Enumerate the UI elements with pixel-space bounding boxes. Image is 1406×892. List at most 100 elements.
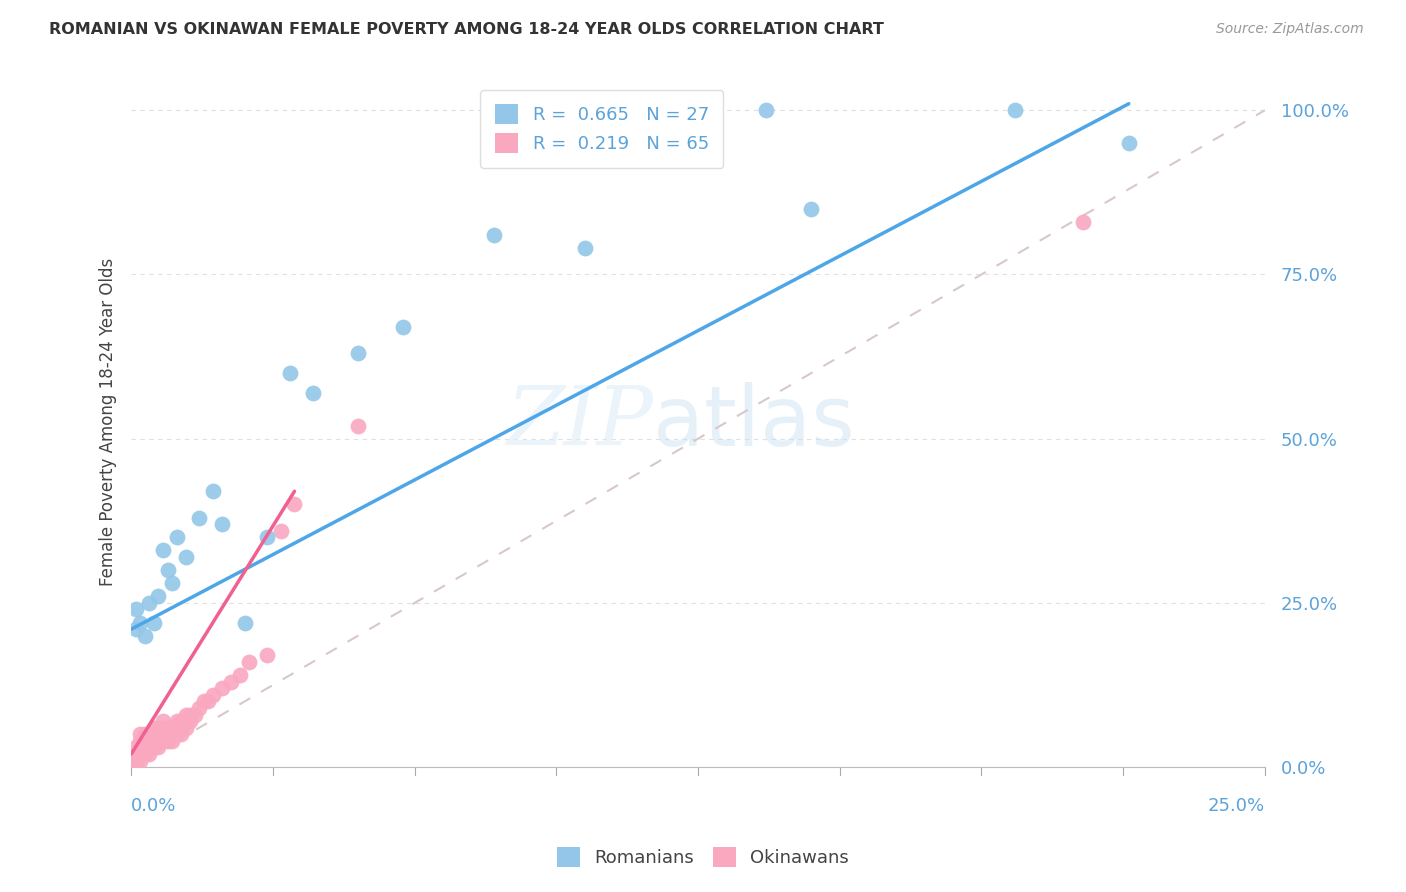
Point bbox=[166, 721, 188, 735]
Text: 25.0%: 25.0% bbox=[1208, 797, 1265, 814]
Point bbox=[138, 727, 160, 741]
Point bbox=[125, 754, 148, 768]
Point bbox=[129, 727, 152, 741]
Text: 0.0%: 0.0% bbox=[131, 797, 177, 814]
Point bbox=[211, 681, 233, 696]
Point bbox=[148, 590, 170, 604]
Text: Source: ZipAtlas.com: Source: ZipAtlas.com bbox=[1216, 22, 1364, 37]
Point bbox=[170, 714, 193, 728]
Point bbox=[142, 734, 165, 748]
Point bbox=[120, 754, 142, 768]
Point bbox=[152, 543, 174, 558]
Point bbox=[160, 734, 183, 748]
Point bbox=[166, 727, 188, 741]
Point bbox=[134, 747, 156, 761]
Point bbox=[166, 714, 188, 728]
Text: atlas: atlas bbox=[652, 382, 855, 463]
Point bbox=[347, 418, 370, 433]
Point bbox=[138, 596, 160, 610]
Point bbox=[229, 668, 252, 682]
Point bbox=[482, 228, 505, 243]
Point bbox=[1118, 136, 1140, 150]
Point bbox=[160, 727, 183, 741]
Y-axis label: Female Poverty Among 18-24 Year Olds: Female Poverty Among 18-24 Year Olds bbox=[100, 258, 117, 586]
Point bbox=[238, 655, 260, 669]
Point bbox=[134, 734, 156, 748]
Point bbox=[256, 648, 278, 663]
Point bbox=[755, 103, 778, 118]
Point bbox=[152, 727, 174, 741]
Point bbox=[125, 740, 148, 755]
Point bbox=[174, 549, 197, 564]
Point bbox=[142, 615, 165, 630]
Point bbox=[278, 366, 301, 380]
Point bbox=[174, 721, 197, 735]
Point bbox=[142, 740, 165, 755]
Point bbox=[142, 721, 165, 735]
Point bbox=[174, 707, 197, 722]
Point bbox=[574, 241, 596, 255]
Point bbox=[129, 754, 152, 768]
Point bbox=[156, 734, 179, 748]
Text: ZIP: ZIP bbox=[506, 383, 652, 462]
Point bbox=[142, 727, 165, 741]
Legend: Romanians, Okinawans: Romanians, Okinawans bbox=[550, 839, 856, 874]
Text: ROMANIAN VS OKINAWAN FEMALE POVERTY AMONG 18-24 YEAR OLDS CORRELATION CHART: ROMANIAN VS OKINAWAN FEMALE POVERTY AMON… bbox=[49, 22, 884, 37]
Point bbox=[179, 707, 201, 722]
Point bbox=[129, 747, 152, 761]
Point bbox=[138, 747, 160, 761]
Point bbox=[129, 747, 152, 761]
Point bbox=[193, 694, 215, 708]
Point bbox=[134, 747, 156, 761]
Point bbox=[270, 524, 292, 538]
Point bbox=[183, 707, 205, 722]
Point bbox=[179, 714, 201, 728]
Point bbox=[301, 385, 323, 400]
Point bbox=[347, 346, 370, 360]
Point bbox=[129, 734, 152, 748]
Point bbox=[233, 615, 256, 630]
Point bbox=[148, 740, 170, 755]
Point bbox=[219, 674, 242, 689]
Point bbox=[152, 721, 174, 735]
Point bbox=[392, 320, 415, 334]
Point bbox=[156, 727, 179, 741]
Point bbox=[170, 721, 193, 735]
Point bbox=[800, 202, 823, 216]
Point bbox=[152, 714, 174, 728]
Point bbox=[166, 530, 188, 544]
Point bbox=[201, 484, 224, 499]
Point bbox=[125, 622, 148, 636]
Point bbox=[211, 517, 233, 532]
Point bbox=[152, 734, 174, 748]
Point bbox=[160, 721, 183, 735]
Point bbox=[138, 740, 160, 755]
Point bbox=[148, 734, 170, 748]
Point bbox=[256, 530, 278, 544]
Point bbox=[138, 734, 160, 748]
Point bbox=[188, 510, 211, 524]
Point bbox=[125, 747, 148, 761]
Point bbox=[170, 727, 193, 741]
Point bbox=[125, 747, 148, 761]
Point bbox=[134, 629, 156, 643]
Point bbox=[1073, 215, 1095, 229]
Point bbox=[134, 740, 156, 755]
Point bbox=[148, 727, 170, 741]
Point bbox=[125, 602, 148, 616]
Point bbox=[174, 714, 197, 728]
Point bbox=[160, 576, 183, 591]
Point bbox=[156, 563, 179, 577]
Point bbox=[120, 760, 142, 774]
Point bbox=[201, 688, 224, 702]
Legend: R =  0.665   N = 27, R =  0.219   N = 65: R = 0.665 N = 27, R = 0.219 N = 65 bbox=[481, 90, 724, 168]
Point bbox=[129, 740, 152, 755]
Point bbox=[156, 721, 179, 735]
Point bbox=[129, 615, 152, 630]
Point bbox=[1004, 103, 1026, 118]
Point bbox=[134, 727, 156, 741]
Point bbox=[197, 694, 219, 708]
Point bbox=[148, 721, 170, 735]
Point bbox=[283, 497, 305, 511]
Point bbox=[188, 701, 211, 715]
